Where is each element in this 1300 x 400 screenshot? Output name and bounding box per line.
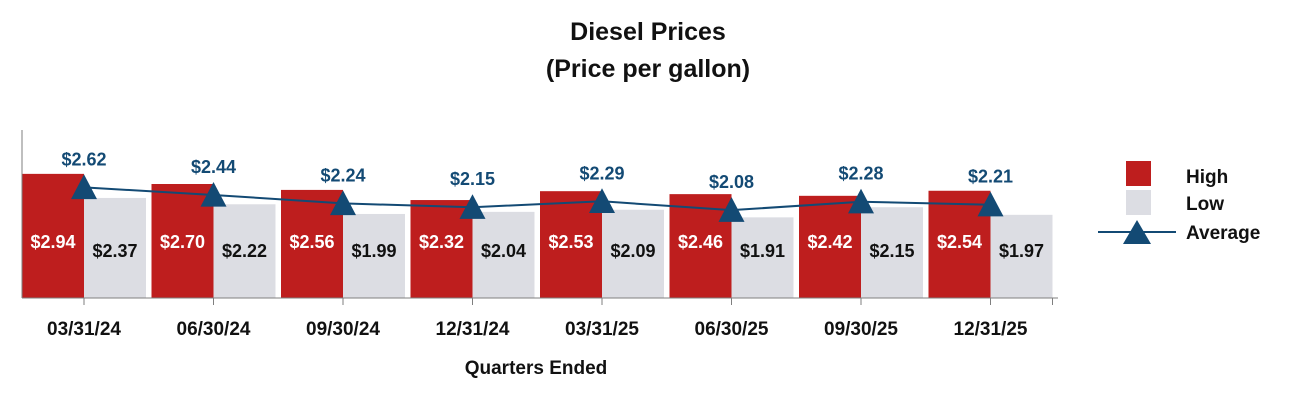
average-marker-06/30/25: [718, 197, 745, 222]
label-high-09/30/25: $2.42: [807, 232, 852, 252]
bar-high-06/30/25: [669, 194, 732, 298]
average-marker-03/31/25: [589, 188, 615, 214]
x-tick-label-06/30/25: 06/30/25: [695, 319, 769, 340]
average-series-line: [83, 186, 991, 212]
legend: High Low Average: [1098, 161, 1260, 244]
legend-low-swatch: [1126, 190, 1151, 215]
legend-average-label: Average: [1186, 223, 1260, 244]
x-tick-label-06/30/24: 06/30/24: [177, 319, 251, 340]
average-marker-09/30/25: [848, 188, 874, 214]
bar-low-03/31/24: [84, 197, 146, 298]
bar-low-03/31/25: [602, 209, 664, 298]
bar-low-09/30/24: [343, 213, 405, 298]
label-high-03/31/25: $2.53: [548, 232, 593, 252]
average-marker-12/31/24: [459, 194, 486, 219]
legend-high-swatch: [1126, 161, 1151, 186]
x-tick-label-03/31/24: 03/31/24: [47, 319, 121, 340]
average-marker-03/31/24: [71, 174, 97, 200]
label-low-06/30/25: $1.91: [740, 241, 785, 261]
label-high-03/31/24: $2.94: [30, 232, 75, 252]
average-line-group: [71, 174, 1004, 222]
label-average-09/30/24: $2.24: [320, 165, 365, 185]
x-tick-label-09/30/25: 09/30/25: [824, 319, 898, 340]
bar-high-09/30/24: [281, 189, 343, 298]
average-marker-09/30/24: [330, 190, 356, 216]
label-average-12/31/24: $2.15: [450, 169, 495, 189]
bar-low-06/30/24: [213, 204, 276, 298]
label-average-06/30/24: $2.44: [191, 157, 236, 177]
x-tick-label-03/31/25: 03/31/25: [565, 319, 639, 340]
x-axis-label: Quarters Ended: [465, 358, 608, 379]
average-marker-12/31/25: [977, 191, 1004, 217]
label-average-12/31/25: $2.21: [968, 167, 1013, 187]
label-high-12/31/24: $2.32: [419, 232, 464, 252]
x-tick-label-12/31/24: 12/31/24: [436, 319, 510, 340]
label-low-03/31/24: $2.37: [92, 241, 137, 261]
bar-high-12/31/25: [928, 190, 991, 298]
label-high-06/30/25: $2.46: [678, 232, 723, 252]
legend-low-label: Low: [1186, 194, 1224, 215]
label-high-06/30/24: $2.70: [160, 232, 205, 252]
label-high-12/31/25: $2.54: [937, 232, 982, 252]
bar-low-12/31/25: [990, 214, 1053, 298]
label-low-09/30/24: $1.99: [351, 241, 396, 261]
legend-high-label: High: [1186, 167, 1228, 188]
label-average-09/30/25: $2.28: [838, 164, 883, 184]
x-tick-group: 03/31/24 06/30/24 09/30/24 12/31/24 03/31/25…: [47, 298, 1053, 340]
bar-low-12/31/24: [472, 211, 535, 298]
bar-low-06/30/25: [731, 217, 794, 298]
x-tick-label-09/30/24: 09/30/24: [306, 319, 380, 340]
label-high-09/30/24: $2.56: [289, 232, 334, 252]
label-average-03/31/25: $2.29: [579, 163, 624, 183]
label-low-12/31/25: $1.97: [999, 241, 1044, 261]
label-low-12/31/24: $2.04: [481, 241, 526, 261]
label-average-06/30/25: $2.08: [709, 172, 754, 192]
bar-low-09/30/25: [861, 207, 923, 298]
label-average-03/31/24: $2.62: [61, 149, 106, 169]
chart-title: Diesel Prices: [570, 18, 726, 46]
chart-subtitle: (Price per gallon): [546, 55, 750, 83]
x-tick-label-12/31/25: 12/31/25: [954, 319, 1028, 340]
data-labels-group: $2.94 $2.37 $2.70 $2.22 $2.56 $1.99 $2.32 $2.04…: [30, 149, 1044, 261]
bars-group: [22, 173, 1053, 298]
label-low-09/30/25: $2.15: [869, 241, 914, 261]
label-low-06/30/24: $2.22: [222, 241, 267, 261]
label-low-03/31/25: $2.09: [610, 241, 655, 261]
average-marker-06/30/24: [200, 181, 227, 207]
legend-average-marker-icon: [1123, 220, 1151, 244]
